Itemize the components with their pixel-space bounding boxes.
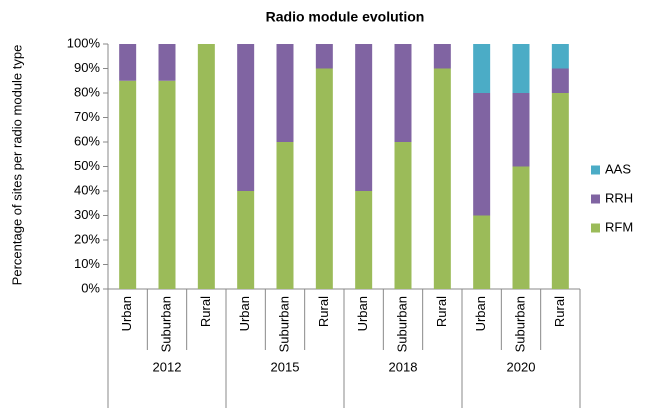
bar-segment: [158, 44, 176, 81]
bar-segment: [512, 44, 530, 93]
bar-segment: [119, 44, 137, 81]
group-label: 2012: [153, 359, 182, 374]
y-tick-label: 70%: [74, 109, 100, 124]
bar-segment: [315, 68, 333, 289]
x-tick-label: Suburban: [512, 296, 527, 352]
bar-segment: [551, 93, 569, 289]
bar-segment: [237, 191, 255, 289]
bar-segment: [237, 44, 255, 191]
bar-segment: [158, 80, 176, 289]
bar-segment: [433, 68, 451, 289]
x-tick-label: Rural: [198, 296, 213, 327]
bar-segment: [355, 191, 373, 289]
x-tick-label: Suburban: [158, 296, 173, 352]
bar-segment: [315, 44, 333, 69]
group-label: 2020: [507, 359, 536, 374]
legend-label: RRH: [605, 190, 633, 205]
y-axis-label: Percentage of sites per radio module typ…: [9, 45, 24, 286]
x-tick-label: Urban: [355, 296, 370, 331]
legend-swatch: [591, 165, 600, 175]
legend-label: RFM: [605, 219, 633, 234]
bar-segment: [512, 93, 530, 167]
bar-segment: [276, 142, 294, 289]
x-tick-label: Urban: [119, 296, 134, 331]
x-tick-label: Urban: [237, 296, 252, 331]
bar-segment: [355, 44, 373, 191]
x-tick-label: Rural: [316, 296, 331, 327]
bar-segment: [394, 142, 412, 289]
bar-segment: [119, 80, 137, 289]
group-label: 2018: [389, 359, 418, 374]
y-tick-label: 10%: [74, 256, 100, 271]
bar-segment: [433, 44, 451, 69]
x-tick-label: Rural: [552, 296, 567, 327]
y-tick-label: 0%: [81, 280, 100, 295]
legend-swatch: [591, 223, 600, 233]
y-tick-label: 20%: [74, 231, 100, 246]
group-label: 2015: [271, 359, 300, 374]
bar-segment: [473, 44, 491, 93]
y-tick-label: 80%: [74, 84, 100, 99]
bar-segment: [197, 44, 215, 289]
x-tick-label: Suburban: [276, 296, 291, 352]
bar-segment: [473, 215, 491, 289]
bar-segment: [473, 93, 491, 216]
bar-segment: [551, 68, 569, 93]
bar-segment: [512, 166, 530, 289]
legend-label: AAS: [605, 161, 631, 176]
bar-segment: [394, 44, 412, 142]
x-tick-label: Suburban: [394, 296, 409, 352]
y-tick-label: 40%: [74, 182, 100, 197]
y-tick-label: 60%: [74, 133, 100, 148]
y-tick-label: 100%: [67, 35, 101, 50]
bar-segment: [276, 44, 294, 142]
x-tick-label: Rural: [434, 296, 449, 327]
x-tick-label: Urban: [473, 296, 488, 331]
y-tick-label: 50%: [74, 158, 100, 173]
legend-swatch: [591, 194, 600, 204]
y-tick-label: 90%: [74, 60, 100, 75]
chart-title: Radio module evolution: [266, 9, 425, 25]
y-tick-label: 30%: [74, 207, 100, 222]
bar-segment: [551, 44, 569, 69]
